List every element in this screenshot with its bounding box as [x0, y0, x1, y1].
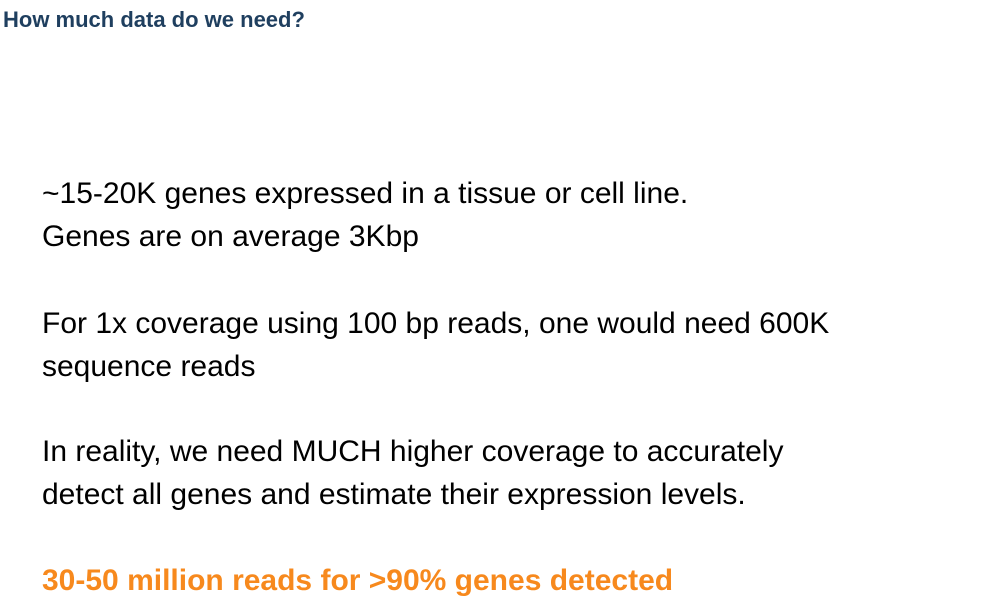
paragraph-line: sequence reads [42, 350, 256, 383]
paragraph-gene-count: ~15-20K genes expressed in a tissue or c… [42, 172, 688, 258]
paragraph-line: For 1x coverage using 100 bp reads, one … [42, 307, 830, 340]
paragraph-line: Genes are on average 3Kbp [42, 220, 419, 253]
paragraph-line: detect all genes and estimate their expr… [42, 478, 746, 511]
paragraph-reality: In reality, we need MUCH higher coverage… [42, 430, 783, 516]
highlight-conclusion: 30-50 million reads for >90% genes detec… [42, 564, 674, 597]
paragraph-line: In reality, we need MUCH higher coverage… [42, 435, 784, 468]
paragraph-line: ~15-20K genes expressed in a tissue or c… [42, 177, 689, 210]
paragraph-coverage: For 1x coverage using 100 bp reads, one … [42, 302, 829, 388]
slide-title: How much data do we need? [3, 7, 305, 32]
